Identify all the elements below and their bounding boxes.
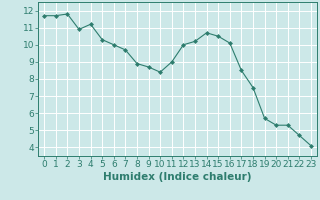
- X-axis label: Humidex (Indice chaleur): Humidex (Indice chaleur): [103, 172, 252, 182]
